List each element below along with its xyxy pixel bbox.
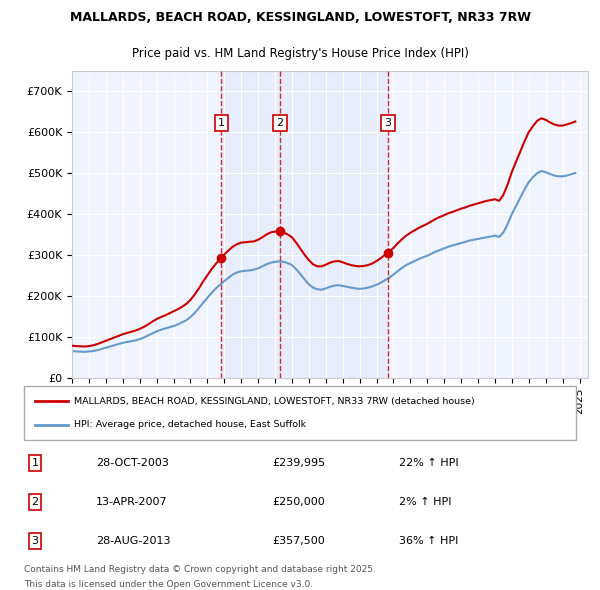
Text: 2% ↑ HPI: 2% ↑ HPI [400,497,452,507]
Text: Contains HM Land Registry data © Crown copyright and database right 2025.: Contains HM Land Registry data © Crown c… [24,565,376,574]
Text: Price paid vs. HM Land Registry's House Price Index (HPI): Price paid vs. HM Land Registry's House … [131,47,469,60]
Text: 2: 2 [276,118,283,128]
Text: 3: 3 [384,118,391,128]
Text: 2: 2 [31,497,38,507]
Text: £357,500: £357,500 [272,536,325,546]
Text: 1: 1 [32,458,38,468]
Text: 3: 3 [32,536,38,546]
Text: 22% ↑ HPI: 22% ↑ HPI [400,458,459,468]
Text: MALLARDS, BEACH ROAD, KESSINGLAND, LOWESTOFT, NR33 7RW (detached house): MALLARDS, BEACH ROAD, KESSINGLAND, LOWES… [74,397,475,406]
Text: 13-APR-2007: 13-APR-2007 [96,497,167,507]
Bar [221,71,280,378]
Text: This data is licensed under the Open Government Licence v3.0.: This data is licensed under the Open Gov… [24,579,313,589]
Text: 36% ↑ HPI: 36% ↑ HPI [400,536,459,546]
Text: 28-AUG-2013: 28-AUG-2013 [96,536,170,546]
Text: MALLARDS, BEACH ROAD, KESSINGLAND, LOWESTOFT, NR33 7RW: MALLARDS, BEACH ROAD, KESSINGLAND, LOWES… [70,11,530,24]
Bar [280,71,388,378]
FancyBboxPatch shape [24,386,576,440]
Text: £239,995: £239,995 [272,458,326,468]
Text: 1: 1 [218,118,225,128]
Text: HPI: Average price, detached house, East Suffolk: HPI: Average price, detached house, East… [74,420,306,429]
Text: £250,000: £250,000 [272,497,325,507]
Text: 28-OCT-2003: 28-OCT-2003 [96,458,169,468]
